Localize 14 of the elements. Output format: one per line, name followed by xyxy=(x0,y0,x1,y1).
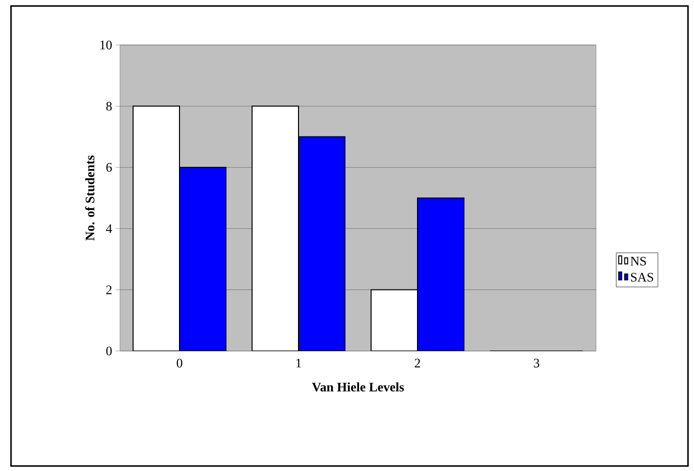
y-tick-label: 8 xyxy=(106,102,112,111)
y-tick-label: 2 xyxy=(106,285,112,294)
x-tick-label: 0 xyxy=(176,358,182,368)
y-axis-title: No. of Students xyxy=(85,156,94,241)
y-tick-label: 0 xyxy=(106,346,112,356)
legend-label: SAS xyxy=(631,272,654,282)
x-tick-label: 2 xyxy=(414,358,420,368)
legend-label: NS xyxy=(630,256,646,266)
x-tick-label: 3 xyxy=(534,358,540,368)
y-tick-label: 6 xyxy=(106,163,112,172)
y-tick-label: 10 xyxy=(100,40,112,50)
y-tick-label: 4 xyxy=(106,224,112,233)
x-tick-label: 1 xyxy=(296,358,301,368)
x-axis-title: Van Hiele Levels xyxy=(312,382,404,392)
